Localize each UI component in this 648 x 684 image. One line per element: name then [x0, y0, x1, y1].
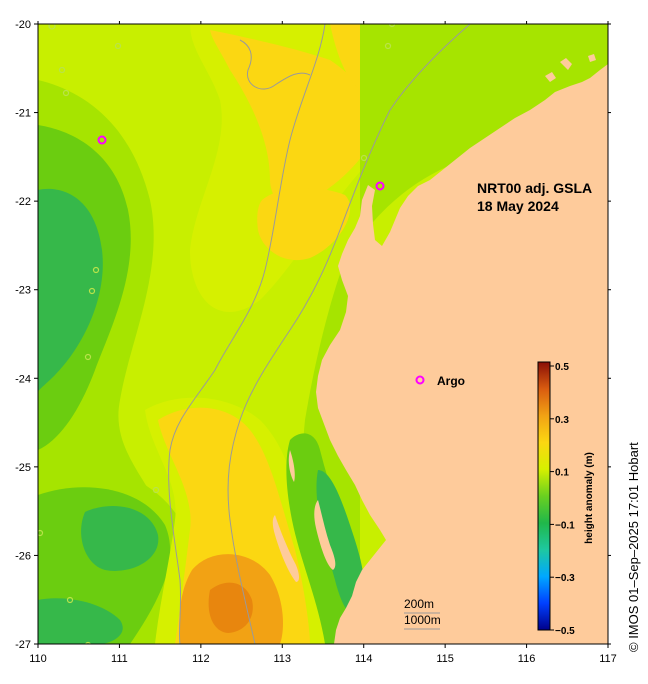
argo-float-marker[interactable]	[97, 135, 107, 145]
isobath-1000m	[227, 24, 471, 644]
y-tick-label: -21	[15, 108, 31, 120]
anomaly-region-center-yellow-orange	[257, 188, 351, 261]
anomaly-region-south-green-patch	[38, 598, 123, 644]
isobath-200m	[168, 24, 326, 644]
y-tick-label: -25	[15, 462, 31, 474]
anomaly-region-coastal-green	[301, 24, 608, 644]
y-tick-label: -26	[15, 550, 31, 562]
altimetry-sample-points	[38, 24, 396, 644]
colorbar-label: height anomaly (m)	[584, 452, 595, 544]
x-tick-label: 112	[192, 653, 210, 665]
colorbar-tick-label: −0.1	[555, 520, 575, 531]
argo-floats	[97, 135, 385, 191]
y-tick-label: -24	[15, 373, 31, 385]
anomaly-region-southwest-dark-green	[81, 505, 159, 571]
x-tick-label: 110	[29, 653, 47, 665]
anomaly-region-coastal-dark-green	[316, 470, 365, 615]
x-tick-label: 114	[355, 653, 373, 665]
colorbar-tick-label: 0.1	[555, 468, 569, 479]
y-tick-label: -22	[15, 196, 31, 208]
y-axis-latitude: -20 -21 -22 -23 -24 -25 -26 -27	[15, 19, 611, 651]
colorbar-tick-label: 0.5	[555, 362, 569, 373]
map-title-product: NRT00 adj. GSLA	[477, 180, 592, 196]
land-western-australia	[316, 64, 608, 644]
colorbar-gradient	[537, 361, 551, 631]
x-tick-label: 115	[436, 653, 454, 665]
argo-legend-icon	[415, 375, 425, 385]
anomaly-region-north-yellow-orange	[210, 30, 380, 209]
x-tick-label: 111	[111, 653, 128, 665]
isobath-200m-north	[239, 39, 311, 90]
colorbar-tick-label: −0.5	[555, 626, 575, 637]
argo-legend-label: Argo	[437, 374, 465, 388]
copyright-notice: © IMOS 01–Sep–2025 17:01 Hobart	[626, 442, 641, 652]
colorbar-ticks: 0.5 0.3 0.1 −0.1 −0.3 −0.5	[550, 362, 575, 637]
x-tick-label: 116	[518, 653, 536, 665]
x-axis-longitude: 110 111 112 113 114 115 116 117	[29, 21, 617, 665]
map-plot-area	[38, 24, 608, 644]
x-tick-label: 113	[274, 653, 292, 665]
land-bernier-island	[288, 450, 295, 482]
map-frame	[37, 23, 609, 645]
argo-float-marker[interactable]	[375, 181, 385, 191]
y-tick-label: -23	[15, 285, 31, 297]
anomaly-region-west-dark-green	[38, 188, 103, 392]
x-tick-label: 117	[599, 653, 617, 665]
y-tick-label: -27	[15, 639, 31, 651]
scale-label-1000m: 1000m	[404, 613, 441, 627]
colorbar-tick-label: −0.3	[555, 573, 575, 584]
colorbar-tick-label: 0.3	[555, 415, 569, 426]
colorbar: 0.5 0.3 0.1 −0.1 −0.3 −0.5 height anomaly (m)	[537, 361, 595, 637]
scale-label-200m: 200m	[404, 597, 434, 611]
map-title-date: 18 May 2024	[477, 198, 559, 214]
anomaly-region-south-dark-orange	[208, 582, 253, 633]
land-peron-peninsula	[314, 500, 336, 570]
y-tick-label: -20	[15, 19, 31, 31]
land-northwest-islands	[545, 54, 596, 82]
land-dirk-hartog-island	[272, 515, 299, 582]
